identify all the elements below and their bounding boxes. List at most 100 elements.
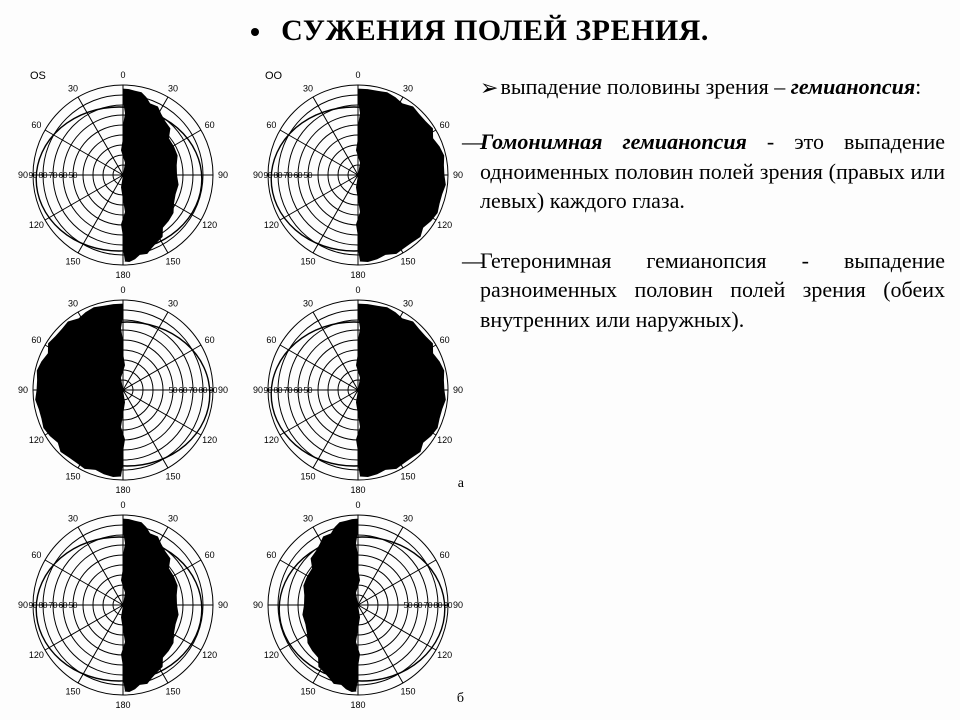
- svg-text:60: 60: [204, 335, 214, 345]
- arrow-bullet-icon: ➢: [480, 73, 498, 102]
- svg-text:120: 120: [263, 650, 278, 660]
- svg-text:90: 90: [28, 171, 37, 180]
- svg-text:30: 30: [302, 513, 312, 523]
- svg-text:120: 120: [28, 220, 43, 230]
- svg-text:0: 0: [120, 500, 125, 510]
- definition-1: — Гомонимная гемианопсия - это выпадение…: [480, 127, 945, 215]
- svg-text:60: 60: [266, 550, 276, 560]
- svg-text:90: 90: [217, 600, 227, 610]
- svg-text:120: 120: [28, 435, 43, 445]
- svg-text:60: 60: [204, 120, 214, 130]
- perimetry-chart: 03030606090901201201501501805060708090: [253, 285, 463, 495]
- svg-text:80: 80: [198, 386, 207, 395]
- svg-text:60: 60: [58, 171, 67, 180]
- dash-icon: —: [462, 127, 484, 156]
- svg-text:30: 30: [67, 513, 77, 523]
- svg-text:120: 120: [263, 435, 278, 445]
- svg-text:70: 70: [188, 386, 197, 395]
- svg-text:90: 90: [452, 600, 462, 610]
- svg-text:150: 150: [400, 686, 415, 696]
- svg-text:90: 90: [18, 385, 28, 395]
- svg-text:90: 90: [263, 171, 272, 180]
- svg-text:30: 30: [167, 298, 177, 308]
- definition-2: — Гетеронимная гемианопсия - выпадение р…: [480, 246, 945, 334]
- svg-text:60: 60: [31, 335, 41, 345]
- svg-text:30: 30: [302, 84, 312, 94]
- svg-text:90: 90: [18, 600, 28, 610]
- svg-text:90: 90: [217, 385, 227, 395]
- svg-text:180: 180: [350, 485, 365, 495]
- svg-text:80: 80: [38, 171, 47, 180]
- svg-text:50: 50: [168, 386, 177, 395]
- svg-text:0: 0: [355, 285, 360, 295]
- perimetry-chart: 03030606090901201201501501805060708090: [18, 70, 228, 280]
- svg-text:80: 80: [273, 171, 282, 180]
- svg-text:120: 120: [263, 220, 278, 230]
- lead-paragraph: ➢выпадение половины зрения – гемианопсия…: [480, 72, 945, 101]
- perimetry-chart: 03030606090901201201501501805060708090: [18, 285, 228, 495]
- svg-text:0: 0: [120, 70, 125, 80]
- perimetry-charts-grid: OS03030606090901201201501501805060708090…: [10, 70, 470, 710]
- svg-text:90: 90: [18, 170, 28, 180]
- svg-text:90: 90: [208, 386, 217, 395]
- svg-text:150: 150: [300, 686, 315, 696]
- svg-text:70: 70: [48, 601, 57, 610]
- svg-text:60: 60: [293, 386, 302, 395]
- chart-cell: OO03030606090901201201501501805060708090: [245, 70, 470, 281]
- svg-text:0: 0: [120, 285, 125, 295]
- svg-text:120: 120: [437, 650, 452, 660]
- svg-text:90: 90: [217, 170, 227, 180]
- svg-text:90: 90: [452, 170, 462, 180]
- svg-text:50: 50: [303, 171, 312, 180]
- svg-text:60: 60: [31, 550, 41, 560]
- svg-text:150: 150: [165, 472, 180, 482]
- lead-text-before: выпадение половины зрения –: [500, 74, 790, 99]
- svg-text:30: 30: [402, 513, 412, 523]
- perimetry-chart: 03030606090901201201501501805060708090: [18, 500, 228, 710]
- lead-term: гемианопсия: [791, 74, 915, 99]
- svg-text:60: 60: [413, 601, 422, 610]
- svg-text:180: 180: [115, 270, 130, 280]
- svg-text:120: 120: [437, 220, 452, 230]
- svg-text:120: 120: [202, 435, 217, 445]
- text-column: ➢выпадение половины зрения – гемианопсия…: [480, 72, 945, 364]
- eye-label-oo: OO: [265, 70, 282, 82]
- eye-label-os: OS: [30, 70, 46, 82]
- svg-text:150: 150: [400, 257, 415, 267]
- svg-text:70: 70: [423, 601, 432, 610]
- svg-text:90: 90: [263, 386, 272, 395]
- svg-text:90: 90: [28, 601, 37, 610]
- svg-text:180: 180: [115, 700, 130, 710]
- svg-text:30: 30: [302, 298, 312, 308]
- svg-text:60: 60: [293, 171, 302, 180]
- row-letter: б: [457, 691, 464, 707]
- chart-cell: 03030606090901201201501501805060708090: [10, 499, 235, 710]
- svg-text:50: 50: [403, 601, 412, 610]
- svg-text:50: 50: [68, 601, 77, 610]
- svg-text:80: 80: [38, 601, 47, 610]
- svg-text:180: 180: [350, 270, 365, 280]
- svg-text:90: 90: [253, 170, 263, 180]
- svg-text:30: 30: [402, 298, 412, 308]
- svg-text:60: 60: [266, 335, 276, 345]
- svg-text:60: 60: [31, 120, 41, 130]
- perimetry-chart: 03030606090901201201501501805060708090: [253, 70, 463, 280]
- svg-text:120: 120: [202, 220, 217, 230]
- svg-text:150: 150: [65, 472, 80, 482]
- svg-text:90: 90: [253, 385, 263, 395]
- svg-text:70: 70: [283, 171, 292, 180]
- page-title: СУЖЕНИЯ ПОЛЕЙ ЗРЕНИЯ.: [281, 14, 709, 48]
- title-bullet-icon: [251, 28, 259, 36]
- svg-text:0: 0: [355, 70, 360, 80]
- svg-text:80: 80: [433, 601, 442, 610]
- svg-text:150: 150: [165, 686, 180, 696]
- svg-text:70: 70: [48, 171, 57, 180]
- svg-text:70: 70: [283, 386, 292, 395]
- dash-icon: —: [462, 246, 484, 275]
- svg-text:150: 150: [300, 472, 315, 482]
- svg-text:150: 150: [165, 257, 180, 267]
- svg-text:30: 30: [67, 298, 77, 308]
- svg-text:150: 150: [300, 257, 315, 267]
- page-title-row: СУЖЕНИЯ ПОЛЕЙ ЗРЕНИЯ.: [0, 14, 960, 48]
- svg-text:50: 50: [303, 386, 312, 395]
